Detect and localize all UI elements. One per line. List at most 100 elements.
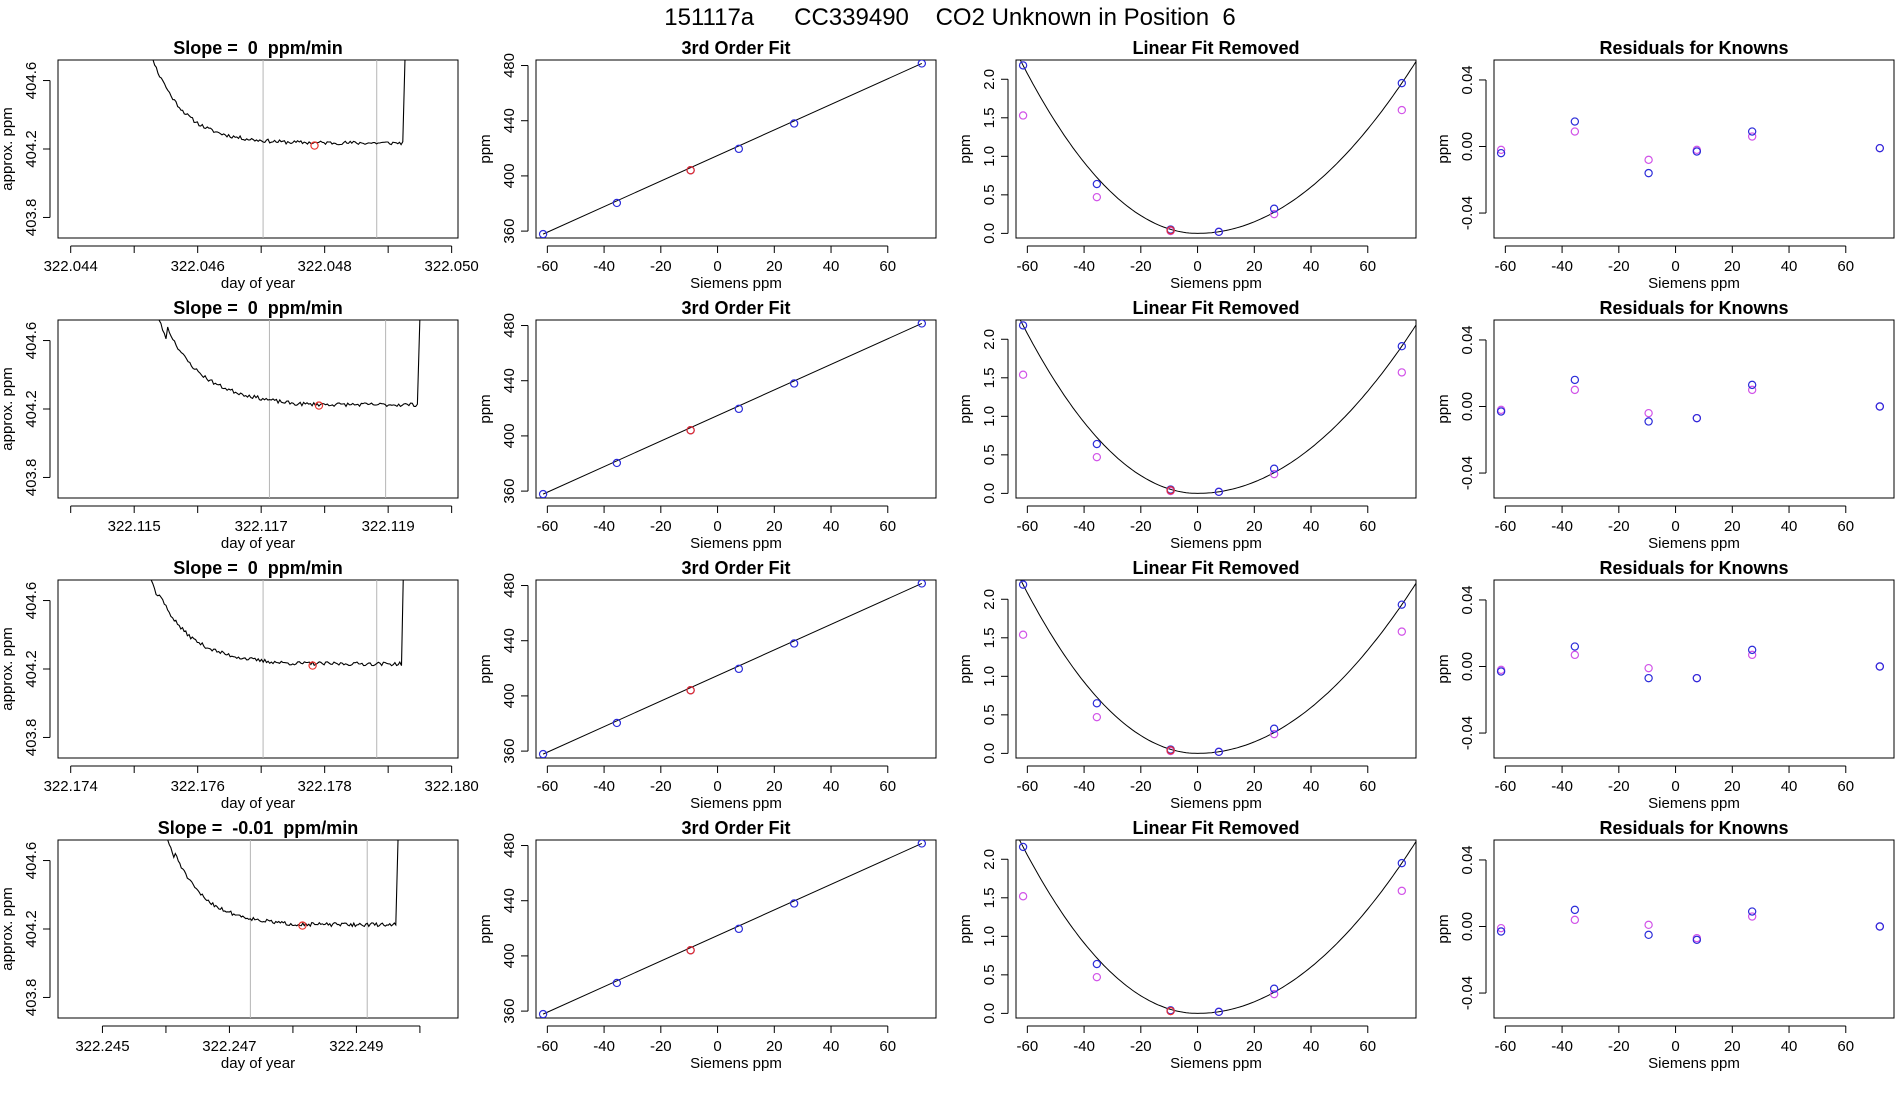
y-tick-label: 0.04 — [1459, 65, 1476, 94]
x-tick-label: 0 — [1671, 258, 1679, 275]
y-tick-label: 404.2 — [23, 390, 40, 428]
x-tick-label: 20 — [766, 518, 783, 535]
magenta-point — [1397, 886, 1407, 896]
blue-point — [1214, 487, 1224, 497]
y-tick-label: 404.6 — [23, 322, 40, 360]
y-tick-label: 1.5 — [981, 887, 998, 908]
x-tick-label: -60 — [537, 778, 559, 795]
x-axis-label: Siemens ppm — [690, 535, 782, 552]
blue-point — [1644, 417, 1653, 426]
x-tick-label: -40 — [1073, 1038, 1095, 1055]
y-axis-label: approx. ppm — [0, 627, 16, 710]
red-point — [298, 921, 307, 930]
y-tick-label: 480 — [501, 53, 518, 78]
magenta-point — [1644, 663, 1653, 673]
blue-point — [1397, 858, 1407, 868]
blue-point — [917, 60, 927, 68]
magenta-point — [1092, 972, 1102, 982]
panel-title: 3rd Order Fit — [681, 298, 790, 318]
x-axis-label: day of year — [221, 275, 295, 292]
panel-title: 3rd Order Fit — [681, 558, 790, 578]
panel-title: Residuals for Knowns — [1599, 818, 1788, 838]
fit-curve — [1019, 60, 1416, 234]
y-tick-label: 0.0 — [981, 743, 998, 764]
x-axis-label: day of year — [221, 535, 295, 552]
blue-point — [1018, 61, 1028, 70]
x-tick-label: -40 — [1551, 1038, 1573, 1055]
x-tick-label: 20 — [766, 778, 783, 795]
blue-point — [1570, 117, 1580, 126]
plot-frame — [1015, 839, 1417, 1019]
x-tick-label: 20 — [1724, 778, 1741, 795]
x-tick-label: -20 — [1130, 258, 1152, 275]
y-tick-label: -0.04 — [1459, 976, 1476, 1010]
magenta-point — [1496, 923, 1506, 933]
x-tick-label: -60 — [537, 258, 559, 275]
main-title: 151117a CC339490 CO2 Unknown in Position… — [664, 4, 1235, 31]
y-tick-label: 400 — [501, 423, 518, 448]
plot-area — [538, 840, 927, 1018]
panel-r3c3: Linear Fit Removed -60 -40 -20 0 20 40 60 Siemen… — [957, 558, 1417, 812]
magenta-point — [1496, 145, 1506, 155]
x-tick-label: -60 — [537, 1038, 559, 1055]
y-tick-label: 0.5 — [981, 444, 998, 465]
x-tick-label: -40 — [1551, 778, 1573, 795]
x-tick-label: -60 — [1495, 1038, 1517, 1055]
panel-title: Slope = 0 ppm/min — [173, 38, 343, 58]
panel-r4c4: Residuals for Knowns -60 -40 -20 0 20 40 60 Siem… — [1435, 818, 1895, 1072]
blue-point — [1747, 907, 1757, 916]
y-tick-label: 2.0 — [981, 589, 998, 610]
plot-frame — [1493, 319, 1895, 499]
y-axis-label: ppm — [477, 394, 494, 423]
x-tick-label: 0 — [1193, 518, 1201, 535]
panel-title: Slope = 0 ppm/min — [173, 298, 343, 318]
y-axis-label: ppm — [1435, 914, 1452, 943]
x-tick-label: 40 — [1303, 778, 1320, 795]
trace-line — [152, 60, 406, 146]
y-tick-label: 1.5 — [981, 627, 998, 648]
x-tick-label: 60 — [1359, 1038, 1376, 1055]
x-tick-label: -60 — [1017, 518, 1039, 535]
x-tick-label: 60 — [879, 778, 896, 795]
y-tick-label: 403.8 — [23, 459, 40, 497]
y-axis-label: ppm — [957, 654, 974, 683]
y-tick-label: 0.5 — [981, 184, 998, 205]
red-point — [1166, 746, 1175, 755]
panel-title: Slope = -0.01 ppm/min — [158, 818, 359, 838]
y-tick-label: -0.04 — [1459, 716, 1476, 750]
x-tick-label: 60 — [879, 1038, 896, 1055]
x-tick-label: 40 — [823, 518, 840, 535]
x-tick-label: 40 — [1781, 778, 1798, 795]
y-tick-label: 360 — [501, 739, 518, 764]
magenta-point — [1397, 105, 1407, 115]
x-tick-label: 20 — [1724, 1038, 1741, 1055]
panel-r2c1: Slope = 0 ppm/min 322.115 322.117 322.119 da… — [0, 298, 459, 552]
x-tick-label: 60 — [879, 518, 896, 535]
y-tick-label: 400 — [501, 943, 518, 968]
blue-point — [1692, 673, 1702, 683]
blue-point — [917, 840, 927, 848]
y-tick-label: 0.5 — [981, 964, 998, 985]
blue-point — [1875, 402, 1885, 411]
x-tick-label: 20 — [1724, 518, 1741, 535]
y-tick-label: 360 — [501, 219, 518, 244]
x-tick-label: -60 — [1017, 778, 1039, 795]
blue-point — [1875, 143, 1885, 153]
x-tick-label: -20 — [1130, 518, 1152, 535]
x-tick-label: -20 — [1608, 1038, 1630, 1055]
blue-point — [1692, 413, 1702, 423]
y-axis-label: ppm — [477, 654, 494, 683]
x-tick-label: 322.178 — [298, 778, 352, 795]
x-tick-label: -60 — [1495, 258, 1517, 275]
x-axis-label: Siemens ppm — [1648, 535, 1740, 552]
panel-title: Residuals for Knowns — [1599, 298, 1788, 318]
blue-point — [612, 978, 622, 988]
panel-r1c3: Linear Fit Removed -60 -40 -20 0 20 40 60 Siemen… — [957, 38, 1417, 292]
x-tick-label: 0 — [1193, 258, 1201, 275]
x-tick-label: 40 — [823, 1038, 840, 1055]
plot-area — [150, 580, 404, 758]
x-tick-label: 322.180 — [425, 778, 479, 795]
plot-frame — [535, 319, 937, 499]
plot-frame — [1493, 839, 1895, 1019]
plot-frame — [535, 579, 937, 759]
